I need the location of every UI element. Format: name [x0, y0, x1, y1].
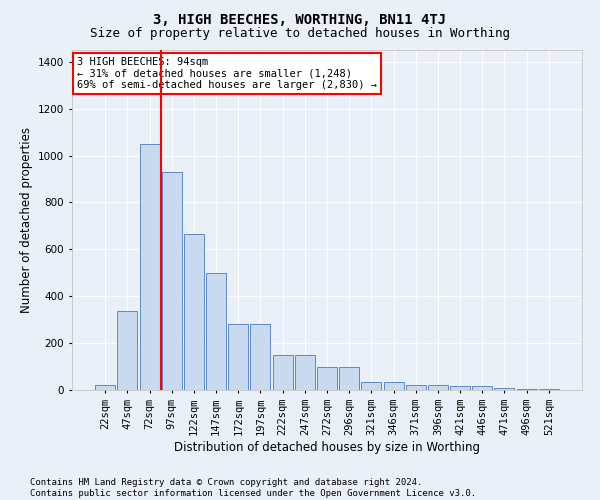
Bar [228, 324, 248, 390]
Text: 3, HIGH BEECHES, WORTHING, BN11 4TJ: 3, HIGH BEECHES, WORTHING, BN11 4TJ [154, 12, 446, 26]
Bar [472, 386, 492, 390]
Bar [206, 273, 226, 390]
Bar [295, 355, 315, 390]
Bar [339, 366, 359, 390]
Bar [361, 382, 382, 390]
Bar [383, 382, 404, 390]
Bar [95, 386, 115, 390]
Bar [494, 388, 514, 390]
Y-axis label: Number of detached properties: Number of detached properties [20, 127, 32, 313]
Bar [272, 355, 293, 390]
Bar [162, 172, 182, 390]
Bar [140, 144, 160, 390]
Bar [118, 312, 137, 390]
Bar [539, 389, 559, 390]
Text: 3 HIGH BEECHES: 94sqm
← 31% of detached houses are smaller (1,248)
69% of semi-d: 3 HIGH BEECHES: 94sqm ← 31% of detached … [77, 57, 377, 90]
Text: Size of property relative to detached houses in Worthing: Size of property relative to detached ho… [90, 28, 510, 40]
Bar [317, 366, 337, 390]
Bar [517, 389, 536, 390]
X-axis label: Distribution of detached houses by size in Worthing: Distribution of detached houses by size … [174, 440, 480, 454]
Text: Contains HM Land Registry data © Crown copyright and database right 2024.
Contai: Contains HM Land Registry data © Crown c… [30, 478, 476, 498]
Bar [406, 386, 426, 390]
Bar [184, 234, 204, 390]
Bar [428, 386, 448, 390]
Bar [450, 386, 470, 390]
Bar [250, 324, 271, 390]
